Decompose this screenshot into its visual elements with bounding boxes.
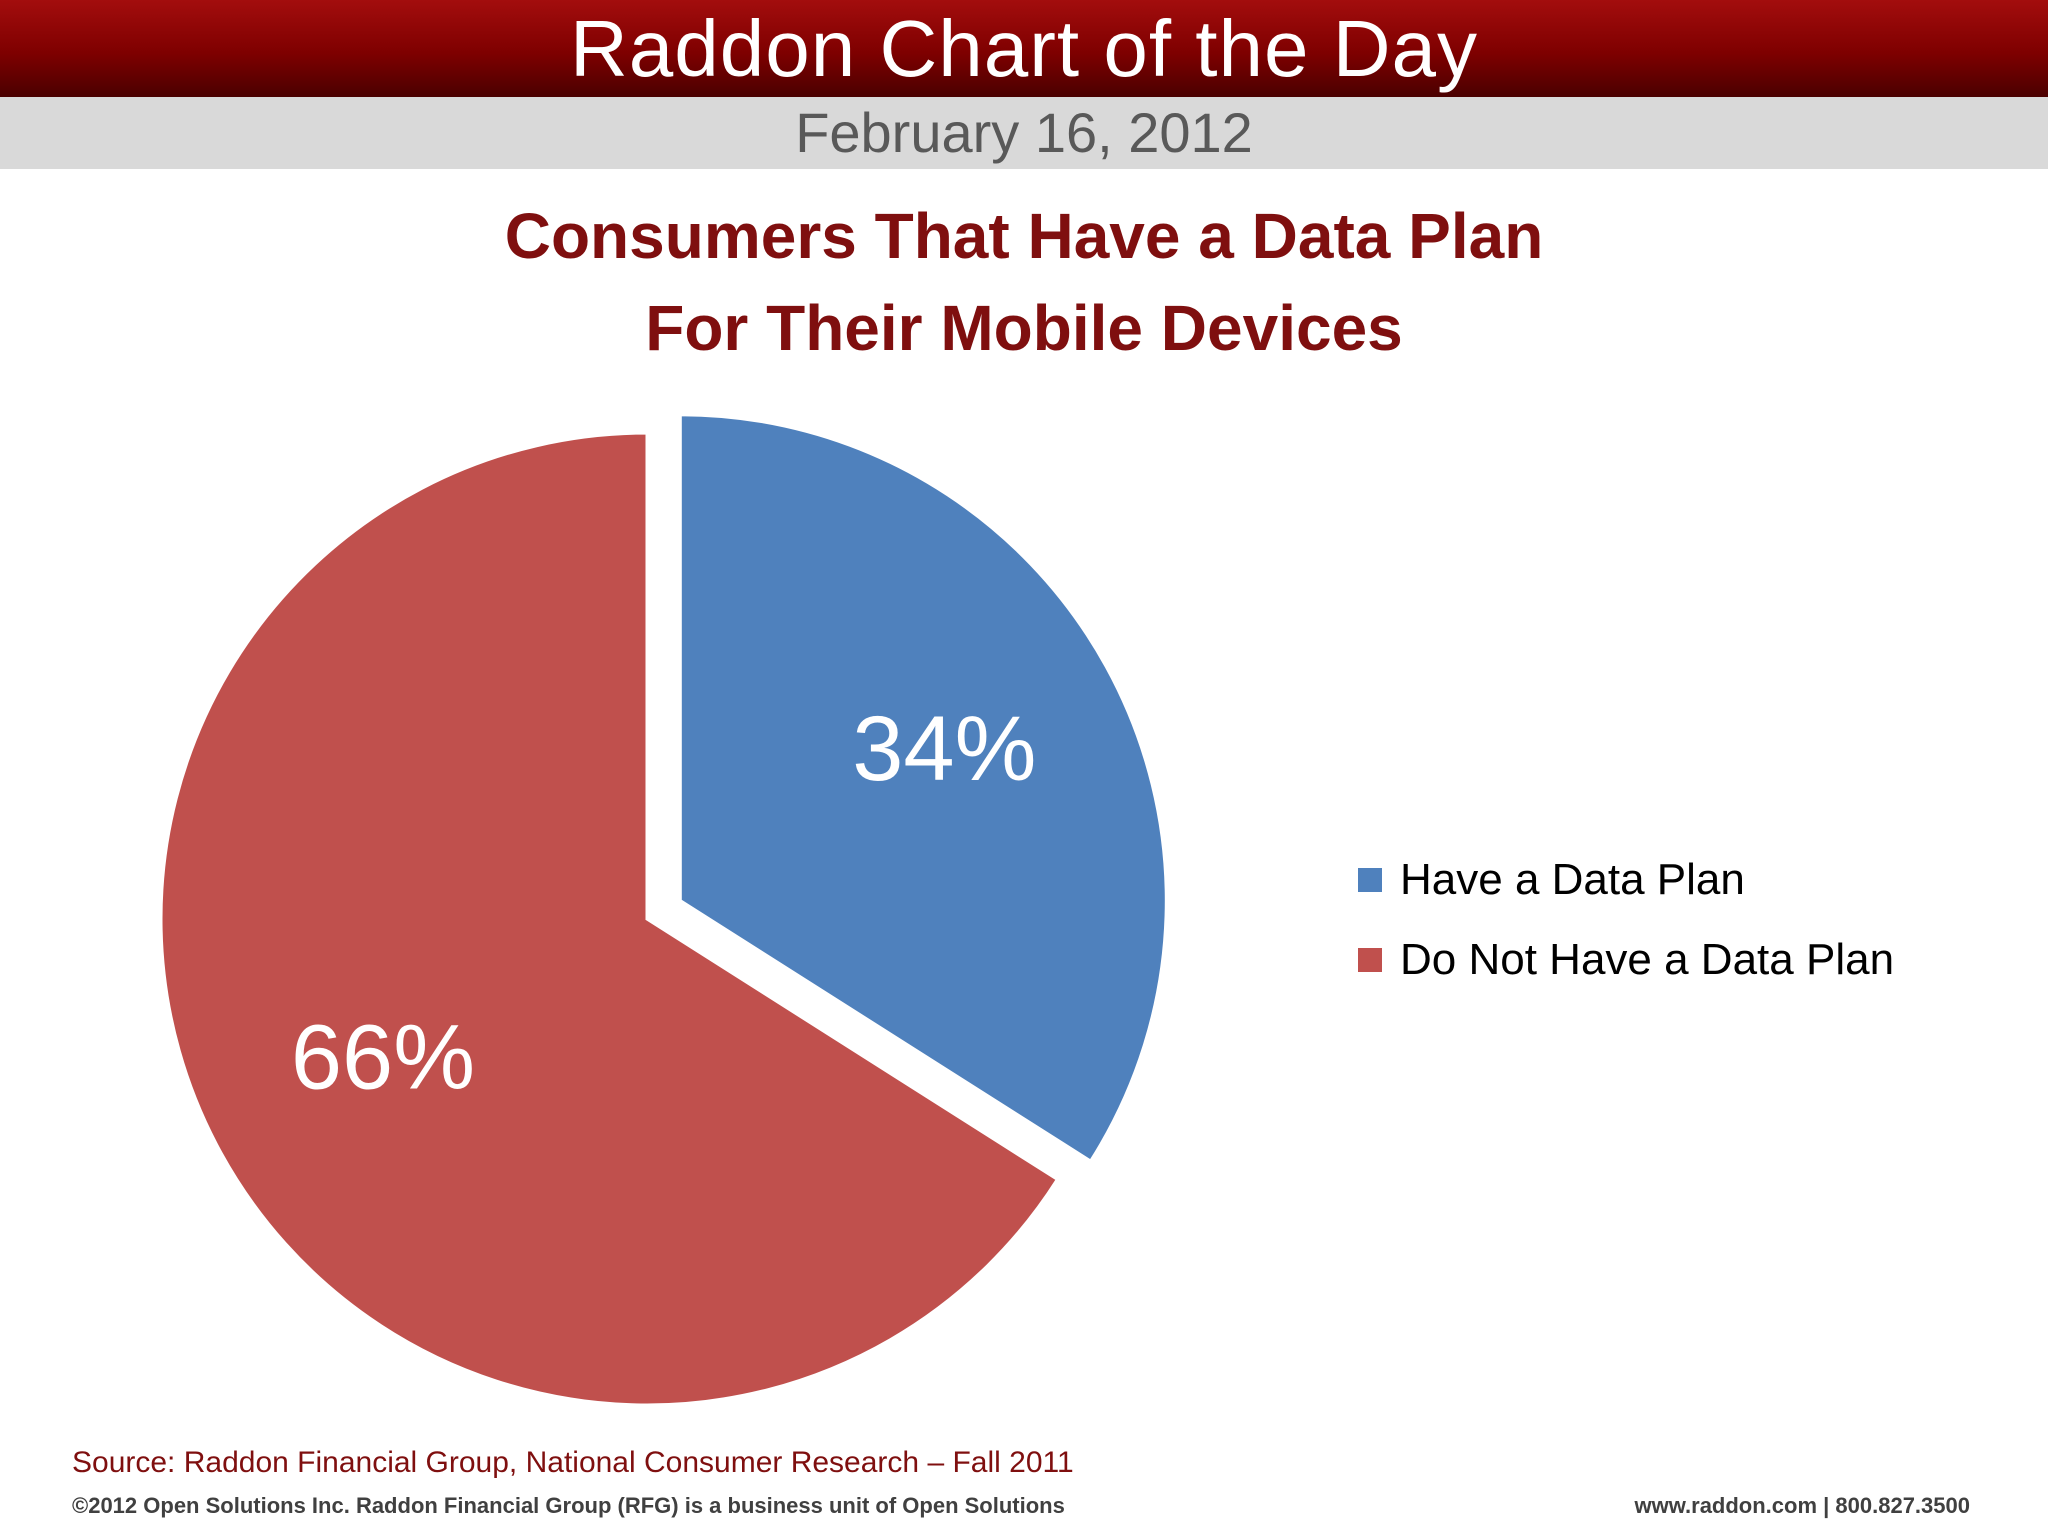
legend-item-no-data-plan: Do Not Have a Data Plan [1358, 920, 1894, 1000]
pie-slice-no-data-plan [159, 431, 1060, 1407]
source-note: Source: Raddon Financial Group, National… [72, 1446, 1074, 1479]
contact-info: www.raddon.com | 800.827.3500 [1634, 1493, 1971, 1518]
chart-date: February 16, 2012 [0, 97, 2048, 169]
legend-label-have-data-plan: Have a Data Plan [1400, 855, 1745, 904]
legend-item-have-data-plan: Have a Data Plan [1358, 840, 1894, 920]
legend-swatch-have-data-plan [1358, 868, 1382, 892]
legend-swatch-no-data-plan [1358, 948, 1382, 972]
chart-title-line-1: Consumers That Have a Data Plan [504, 200, 1544, 272]
chart-title: Consumers That Have a Data Plan For Thei… [0, 190, 2048, 374]
chart-title-line-2: For Their Mobile Devices [645, 292, 1403, 364]
banner-title: Raddon Chart of the Day [0, 0, 2048, 97]
legend-label-no-data-plan: Do Not Have a Data Plan [1400, 935, 1895, 984]
copyright-note: ©2012 Open Solutions Inc. Raddon Financi… [72, 1493, 1065, 1518]
chart-legend: Have a Data Plan Do Not Have a Data Plan [1358, 840, 1894, 1000]
pie-label-have-data-plan: 34% [852, 698, 1036, 800]
pie-label-no-data-plan: 66% [291, 1006, 475, 1108]
pie-slice-have-data-plan [678, 413, 1168, 1164]
